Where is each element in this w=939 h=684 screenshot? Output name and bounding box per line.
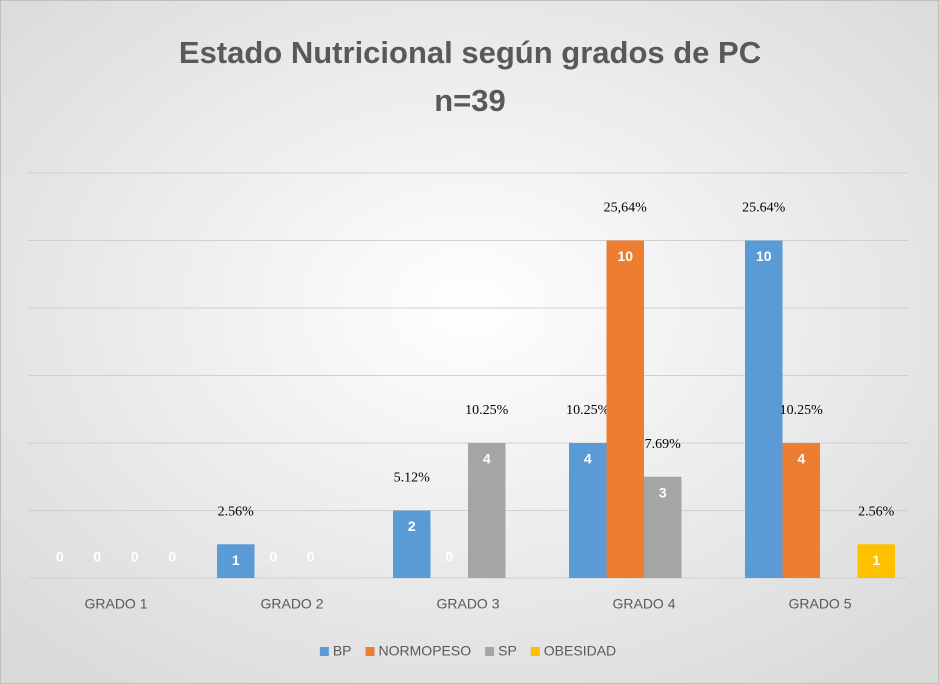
- legend-label: OBESIDAD: [544, 643, 616, 659]
- bar: [857, 544, 895, 578]
- percent-label: 10.25%: [566, 403, 610, 418]
- chart-subtitle: n=39: [434, 83, 506, 118]
- chart-title: Estado Nutricional según grados de PC: [179, 35, 761, 70]
- x-tick-label: GRADO 4: [612, 596, 675, 612]
- bar: [468, 443, 506, 578]
- bar: [745, 240, 783, 578]
- x-tick-label: GRADO 1: [84, 596, 147, 612]
- value-label: 0: [269, 549, 277, 565]
- bar: [782, 443, 820, 578]
- legend-swatch: [485, 647, 495, 656]
- percent-label: 10.25%: [780, 403, 824, 418]
- legend-label: SP: [498, 643, 517, 659]
- value-label: 1: [232, 552, 240, 568]
- value-label: 1: [872, 552, 880, 568]
- percent-label: 25.64%: [742, 201, 786, 216]
- percent-label: 7.69%: [645, 437, 682, 452]
- x-tick-label: GRADO 2: [260, 596, 323, 612]
- x-tick-label: GRADO 5: [788, 596, 851, 612]
- percent-label: 5.12%: [394, 471, 431, 486]
- value-label: 4: [584, 451, 592, 467]
- legend-label: BP: [333, 643, 352, 659]
- value-label: 0: [307, 549, 315, 565]
- value-label: 3: [659, 484, 667, 500]
- bar: [393, 510, 431, 578]
- value-label: 4: [797, 451, 805, 467]
- bar: [217, 544, 255, 578]
- legend-swatch: [530, 647, 540, 656]
- legend-label: NORMOPESO: [379, 643, 472, 659]
- legend-swatch: [365, 647, 375, 656]
- value-label: 0: [93, 549, 101, 565]
- bar: [569, 443, 607, 578]
- percent-label: 10.25%: [465, 403, 509, 418]
- value-label: 0: [168, 549, 176, 565]
- bar: [644, 476, 682, 578]
- x-tick-label: GRADO 3: [436, 596, 499, 612]
- value-label: 0: [56, 549, 64, 565]
- value-label: 0: [445, 549, 453, 565]
- bar: [606, 240, 644, 578]
- legend-swatch: [319, 647, 329, 656]
- value-label: 4: [483, 451, 491, 467]
- value-label: 10: [617, 248, 633, 264]
- percent-label: 2.56%: [858, 504, 895, 519]
- value-label: 0: [131, 549, 139, 565]
- percent-label: 2.56%: [218, 504, 255, 519]
- value-label: 10: [756, 248, 772, 264]
- percent-label: 25,64%: [604, 201, 648, 216]
- value-label: 2: [408, 518, 416, 534]
